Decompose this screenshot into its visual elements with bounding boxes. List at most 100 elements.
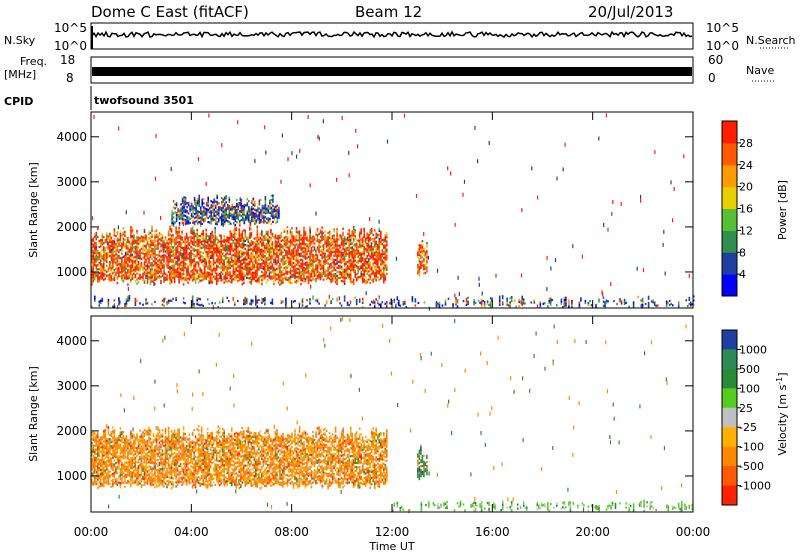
- echo-cell: [315, 256, 317, 258]
- echo-cell: [338, 249, 340, 251]
- echo-cell: [253, 204, 255, 206]
- echo-cell: [568, 303, 570, 305]
- echo-cell: [127, 257, 129, 259]
- echo-cell: [426, 254, 428, 256]
- echo-cell: [160, 266, 162, 268]
- echo-cell: [281, 248, 283, 250]
- echo-cell: [336, 250, 338, 252]
- echo-cell: [107, 241, 108, 245]
- echo-cell: [242, 271, 244, 273]
- echo-cell: [123, 270, 125, 272]
- echo-cell: [165, 273, 167, 275]
- echo-cell: [185, 223, 187, 225]
- echo-cell: [366, 233, 368, 235]
- echo-cell: [154, 271, 156, 273]
- echo-cell: [204, 278, 206, 280]
- echo-cell: [212, 203, 214, 205]
- echo-cell: [330, 248, 332, 250]
- echo-cell: [207, 273, 209, 275]
- echo-cell: [303, 227, 305, 229]
- echo-cell: [327, 271, 329, 273]
- echo-cell: [350, 255, 352, 257]
- echo-cell: [105, 270, 107, 272]
- echo-cell: [293, 242, 295, 244]
- echo-cell: [180, 262, 182, 264]
- echo-cell: [236, 273, 238, 275]
- echo-cell: [330, 281, 332, 283]
- echo-cell: [115, 247, 117, 249]
- echo-cell: [385, 279, 387, 281]
- echo-cell: [284, 243, 286, 245]
- echo-cell: [93, 483, 95, 485]
- echo-cell: [163, 246, 165, 248]
- echo-cell: [344, 269, 346, 271]
- echo-cell: [278, 251, 280, 253]
- echo-cell: [182, 208, 184, 210]
- echo-cell: [272, 235, 274, 237]
- echo-cell: [187, 269, 189, 271]
- echo-cell: [215, 221, 217, 223]
- echo-cell: [362, 281, 364, 283]
- echo-cell: [341, 258, 343, 260]
- echo-cell: [332, 280, 334, 282]
- echo-cell: [585, 302, 587, 304]
- echo-cell: [249, 271, 251, 273]
- echo-cell: [123, 256, 125, 258]
- echo-cell: [511, 296, 513, 298]
- echo-cell: [419, 270, 421, 272]
- echo-cell: [666, 301, 668, 303]
- echo-cell: [293, 276, 295, 278]
- echo-cell: [239, 261, 241, 263]
- echo-cell: [261, 265, 263, 267]
- echo-cell: [252, 267, 254, 269]
- echo-cell: [305, 278, 307, 280]
- echo-cell: [244, 212, 246, 214]
- echo-cell: [133, 267, 135, 269]
- echo-cell: [174, 273, 176, 275]
- echo-cell: [276, 250, 278, 252]
- echo-cell: [318, 251, 320, 253]
- echo-cell: [330, 302, 332, 304]
- echo-cell: [314, 246, 316, 248]
- echo-cell: [160, 246, 162, 248]
- echo-cell: [94, 451, 96, 453]
- echo-cell: [385, 275, 387, 277]
- echo-cell: [252, 280, 254, 282]
- echo-cell: [204, 211, 206, 213]
- echo-cell: [156, 246, 158, 248]
- echo-cell: [239, 237, 241, 239]
- echo-cell: [96, 275, 98, 277]
- echo-cell: [230, 271, 232, 273]
- echo-cell: [215, 201, 217, 203]
- echo-cell: [94, 461, 96, 463]
- echo-cell: [357, 250, 359, 252]
- echo-cell: [383, 257, 385, 259]
- echo-cell: [602, 292, 603, 296]
- echo-cell: [183, 267, 185, 269]
- echo-cell: [94, 479, 96, 481]
- echo-cell: [186, 241, 188, 243]
- echo-cell: [123, 227, 125, 229]
- echo-cell: [382, 261, 384, 263]
- echo-cell: [256, 221, 258, 223]
- echo-cell: [377, 260, 379, 262]
- echo-cell: [375, 271, 377, 273]
- echo-cell: [300, 255, 302, 257]
- echo-cell: [150, 279, 152, 281]
- echo-cell: [224, 213, 226, 215]
- echo-cell: [362, 257, 364, 259]
- echo-cell: [109, 245, 111, 247]
- echo-cell: [168, 257, 170, 259]
- power-ylabel: Slant Range [km]: [27, 162, 40, 258]
- echo-cell: [315, 266, 317, 268]
- echo-cell: [234, 230, 236, 232]
- echo-cell: [265, 200, 267, 202]
- echo-cell: [202, 258, 204, 260]
- echo-cell: [181, 231, 183, 233]
- echo-cell: [278, 245, 280, 247]
- echo-cell: [228, 265, 230, 267]
- echo-cell: [211, 247, 213, 249]
- echo-cell: [171, 300, 173, 302]
- echo-cell: [202, 244, 204, 246]
- echo-cell: [385, 266, 387, 268]
